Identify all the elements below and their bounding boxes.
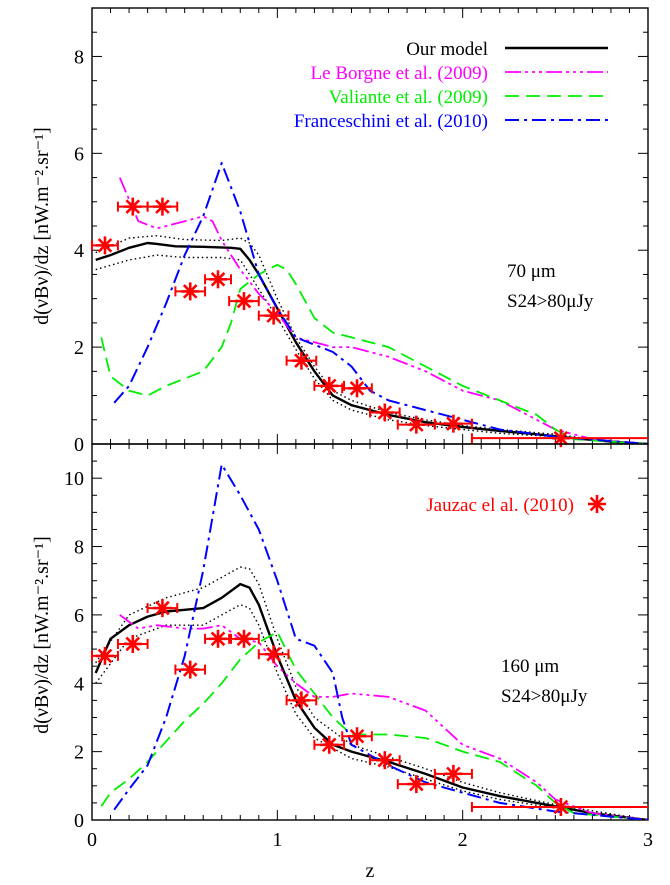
y-tick-label-bottom: 4 — [74, 673, 84, 695]
y-tick-label-top: 4 — [74, 240, 84, 262]
legend-label: Franceschini et al. (2010) — [294, 111, 488, 132]
series-line-bottom-5 — [113, 463, 648, 820]
panel-annotation-top: 70 μm — [507, 261, 556, 282]
panel-annotation-bottom: 160 μm — [501, 656, 559, 677]
x-axis-title: z — [366, 860, 375, 882]
panel-bottom: 0 2 4 6 8 10 0 1 2 3 160 μm S24>80μJy Jauzac el al. … — [64, 443, 653, 851]
data-point-top — [285, 351, 318, 370]
y-axis-title-bottom: d(νBν)/dz [nW.m⁻².sr⁻¹] — [31, 536, 53, 734]
legend-label: Jauzac el al. (2010) — [426, 495, 574, 516]
data-point-top — [313, 376, 346, 395]
plot-area-bottom — [94, 463, 648, 820]
series-line-top-4 — [100, 263, 648, 444]
data-point-top — [174, 282, 207, 301]
data-point-bottom — [204, 629, 232, 648]
data-point-top — [204, 270, 232, 289]
data-point-bottom — [470, 798, 648, 817]
x-tick-label: 2 — [458, 829, 468, 851]
data-point-bottom — [228, 629, 260, 648]
data-point-top — [257, 306, 290, 325]
series-line-bottom-1 — [95, 566, 648, 820]
data-point-bottom — [285, 691, 318, 710]
y-tick-label-bottom: 2 — [74, 742, 84, 764]
y-tick-label-bottom: 6 — [74, 605, 84, 627]
data-point-bottom — [341, 727, 373, 746]
series-line-top-3 — [118, 177, 648, 444]
y-tick-label-bottom: 10 — [64, 468, 84, 490]
data-point-top — [116, 197, 149, 216]
series-line-bottom-2 — [95, 604, 648, 820]
x-tick-label: 1 — [272, 829, 282, 851]
series-line-top-2 — [95, 254, 648, 444]
y-tick-label-top: 6 — [74, 143, 84, 165]
data-point-bottom — [146, 599, 179, 618]
data-point-bottom — [116, 634, 149, 653]
data-point-bottom — [257, 645, 290, 664]
legend-label: Our model — [406, 39, 488, 60]
y-tick-label-bottom: 8 — [74, 537, 84, 559]
data-point-bottom — [174, 660, 207, 679]
plot-area-top — [95, 162, 648, 444]
data-point-top — [396, 415, 436, 434]
y-tick-label-top: 0 — [74, 434, 84, 456]
series-line-top-5 — [113, 162, 648, 444]
data-point-bottom — [433, 764, 473, 783]
panel-annotation-top: S24>80μJy — [507, 291, 594, 312]
series-line-bottom-3 — [119, 614, 648, 820]
legend-label: Valiante et al. (2009) — [329, 87, 488, 108]
legend-label: Le Borgne et al. (2009) — [311, 63, 488, 84]
y-axis-title-top: d(νBν)/dz [nW.m⁻².sr⁻¹] — [31, 127, 53, 325]
data-point-top — [146, 197, 179, 216]
x-tick-label: 0 — [87, 829, 97, 851]
series-line-bottom-0 — [94, 582, 648, 820]
data-point-top — [228, 292, 260, 311]
y-tick-label-bottom: 0 — [74, 810, 84, 832]
data-point-bottom — [91, 646, 119, 665]
legend-swatch — [588, 495, 606, 513]
data-point-top — [341, 379, 373, 398]
x-tick-label: 3 — [643, 829, 653, 851]
data-point-top — [91, 236, 119, 255]
data-point-top — [433, 414, 473, 433]
data-point-bottom — [313, 735, 346, 754]
y-tick-label-top: 2 — [74, 337, 84, 359]
data-point-bottom — [396, 775, 436, 794]
y-tick-label-top: 8 — [74, 46, 84, 68]
data-point-top — [470, 429, 648, 448]
panel-annotation-bottom: S24>80μJy — [501, 686, 588, 707]
data-point-top — [369, 403, 401, 422]
panel-top: 0 2 4 6 8 70 μm S24>80μJy Our model Le Borgne et… — [74, 7, 649, 456]
data-point-bottom — [369, 751, 401, 770]
